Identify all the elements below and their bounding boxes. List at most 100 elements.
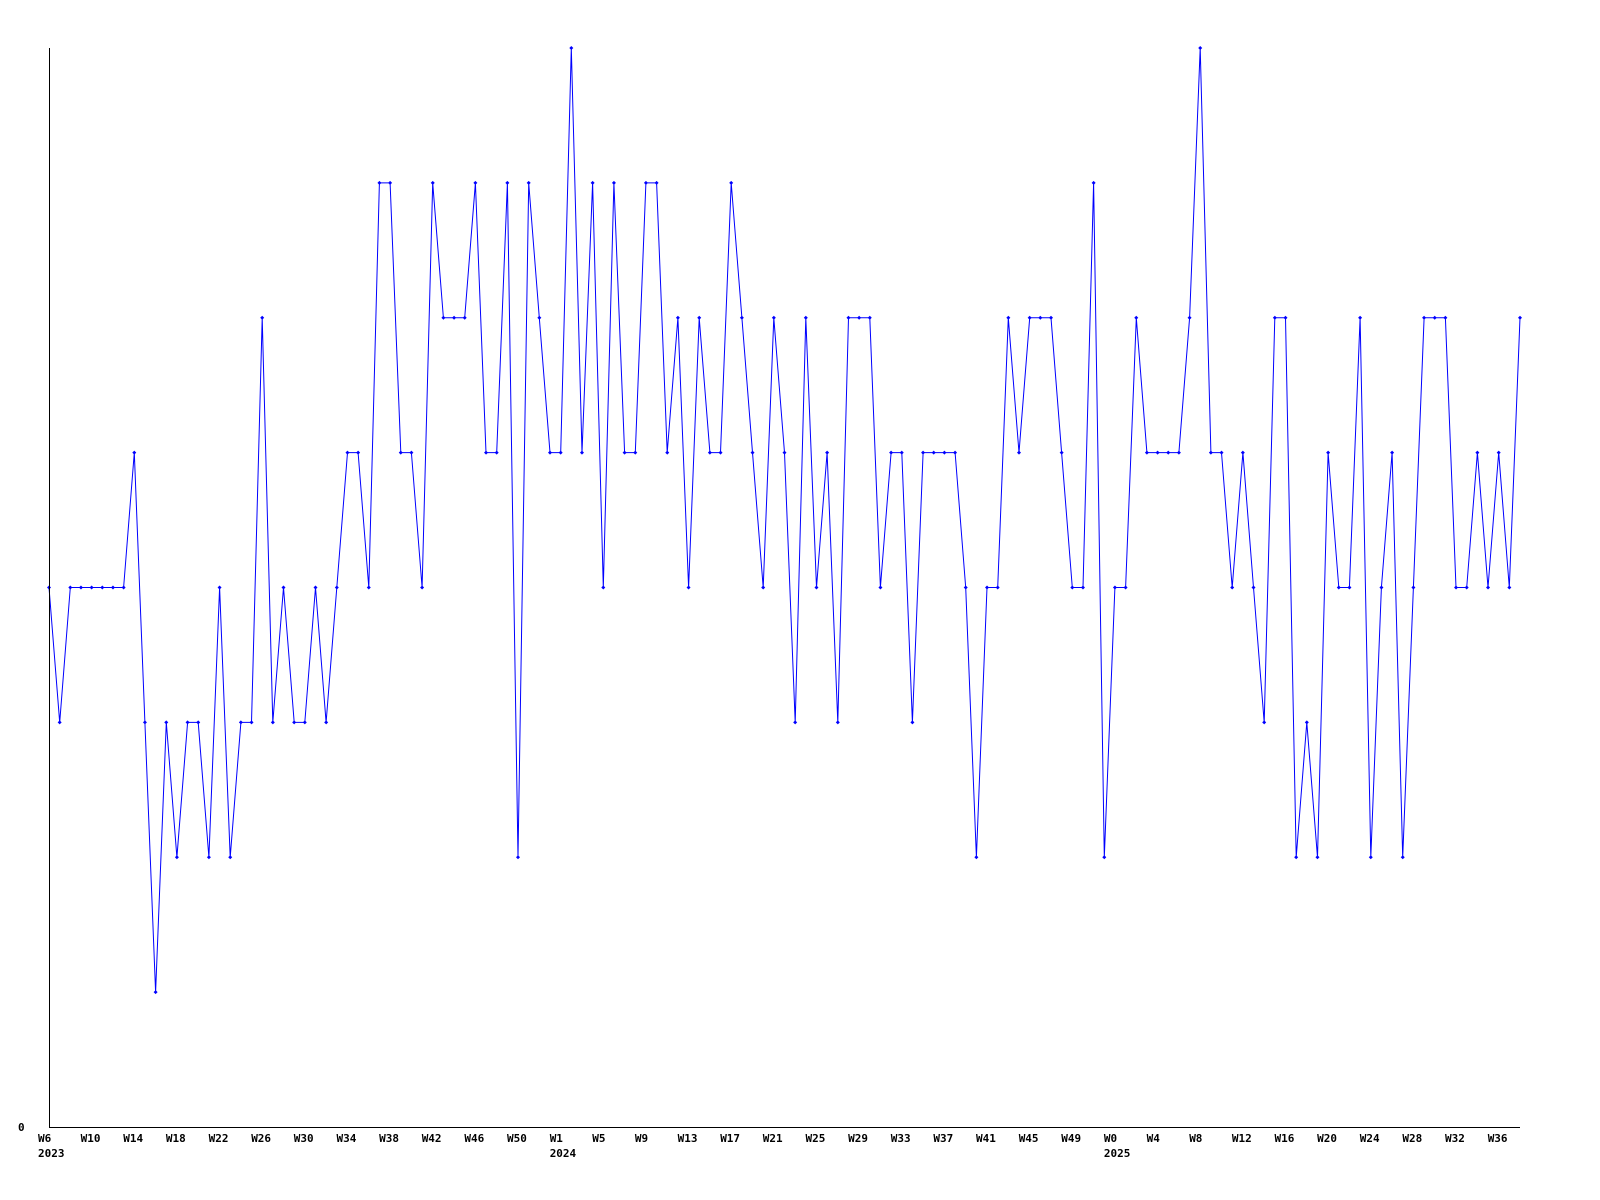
data-point — [974, 855, 979, 860]
data-point — [388, 180, 393, 185]
data-point — [206, 855, 211, 860]
data-point — [921, 450, 926, 455]
data-point — [505, 180, 510, 185]
data-point — [1038, 315, 1043, 320]
data-point — [1017, 450, 1022, 455]
data-point — [1059, 450, 1064, 455]
data-point — [814, 585, 819, 590]
x-tick-label: W20 — [1317, 1132, 1337, 1145]
data-point — [654, 180, 659, 185]
x-tick-label: W24 — [1360, 1132, 1380, 1145]
data-point — [1390, 450, 1395, 455]
data-point — [78, 585, 83, 590]
plot-area — [47, 46, 1522, 995]
data-point — [1315, 855, 1320, 860]
data-point — [334, 585, 339, 590]
data-point — [132, 450, 137, 455]
data-point — [377, 180, 382, 185]
data-point — [643, 180, 648, 185]
data-point — [1134, 315, 1139, 320]
data-point — [1486, 585, 1491, 590]
data-point — [761, 585, 766, 590]
data-point — [995, 585, 1000, 590]
data-point — [1230, 585, 1235, 590]
data-point — [153, 990, 158, 995]
data-point — [174, 855, 179, 860]
data-point — [110, 585, 115, 590]
data-point — [1144, 450, 1149, 455]
x-year-label: 2023 — [38, 1147, 65, 1160]
data-point — [803, 315, 808, 320]
data-point — [260, 315, 265, 320]
data-point — [164, 720, 169, 725]
x-tick-labels: W6 W10 W14 W18 W22 W26 W30 W34 W38 W42 W46 W50 W1 W5 W… — [38, 1132, 1508, 1160]
data-point — [1368, 855, 1373, 860]
x-tick-label: W8 — [1189, 1132, 1202, 1145]
data-point — [931, 450, 936, 455]
x-tick-label: W6 — [38, 1132, 52, 1145]
data-point — [771, 315, 776, 320]
data-point — [985, 585, 990, 590]
data-point — [1475, 450, 1480, 455]
data-point — [1400, 855, 1405, 860]
data-point — [558, 450, 563, 455]
data-point — [729, 180, 734, 185]
x-tick-label: W36 — [1488, 1132, 1508, 1145]
data-point — [1123, 585, 1128, 590]
data-point — [142, 720, 147, 725]
x-tick-label: W25 — [806, 1132, 826, 1145]
data-point — [665, 450, 670, 455]
data-point — [1347, 585, 1352, 590]
data-point — [1432, 315, 1437, 320]
x-tick-label: W33 — [891, 1132, 911, 1145]
data-point — [910, 720, 915, 725]
data-point — [1006, 315, 1011, 320]
data-point — [590, 180, 595, 185]
data-point — [430, 180, 435, 185]
x-tick-label: W12 — [1232, 1132, 1252, 1145]
data-point — [1176, 450, 1181, 455]
data-point — [1102, 855, 1107, 860]
data-point — [857, 315, 862, 320]
data-point — [675, 315, 680, 320]
data-point — [537, 315, 542, 320]
data-point — [1208, 450, 1213, 455]
x-tick-label: W29 — [848, 1132, 868, 1145]
x-year-label: 2024 — [550, 1147, 577, 1160]
data-point — [516, 855, 521, 860]
data-point — [270, 720, 275, 725]
x-tick-label: W34 — [337, 1132, 357, 1145]
data-point — [526, 180, 531, 185]
x-tick-label: W37 — [933, 1132, 953, 1145]
data-point — [793, 720, 798, 725]
data-point — [68, 585, 73, 590]
data-point — [782, 450, 787, 455]
data-point — [1251, 585, 1256, 590]
data-point — [1198, 46, 1203, 50]
data-point — [953, 450, 958, 455]
data-point — [1518, 315, 1522, 320]
data-point — [249, 720, 254, 725]
data-point — [750, 450, 755, 455]
x-tick-label: W16 — [1275, 1132, 1295, 1145]
data-point — [1454, 585, 1459, 590]
series-line — [48, 47, 1521, 993]
data-point — [441, 315, 446, 320]
data-point — [1027, 315, 1032, 320]
data-point — [228, 855, 233, 860]
data-point — [196, 720, 201, 725]
x-tick-label: W17 — [720, 1132, 740, 1145]
data-point — [345, 450, 350, 455]
x-tick-label: W45 — [1019, 1132, 1039, 1145]
data-point — [622, 450, 627, 455]
data-point — [420, 585, 425, 590]
data-point — [1048, 315, 1053, 320]
data-point — [1283, 315, 1288, 320]
data-point — [1379, 585, 1384, 590]
data-point — [835, 720, 840, 725]
data-point — [942, 450, 947, 455]
data-point — [1464, 585, 1469, 590]
data-point — [1496, 450, 1501, 455]
x-tick-label: W0 — [1104, 1132, 1117, 1145]
data-point — [313, 585, 318, 590]
